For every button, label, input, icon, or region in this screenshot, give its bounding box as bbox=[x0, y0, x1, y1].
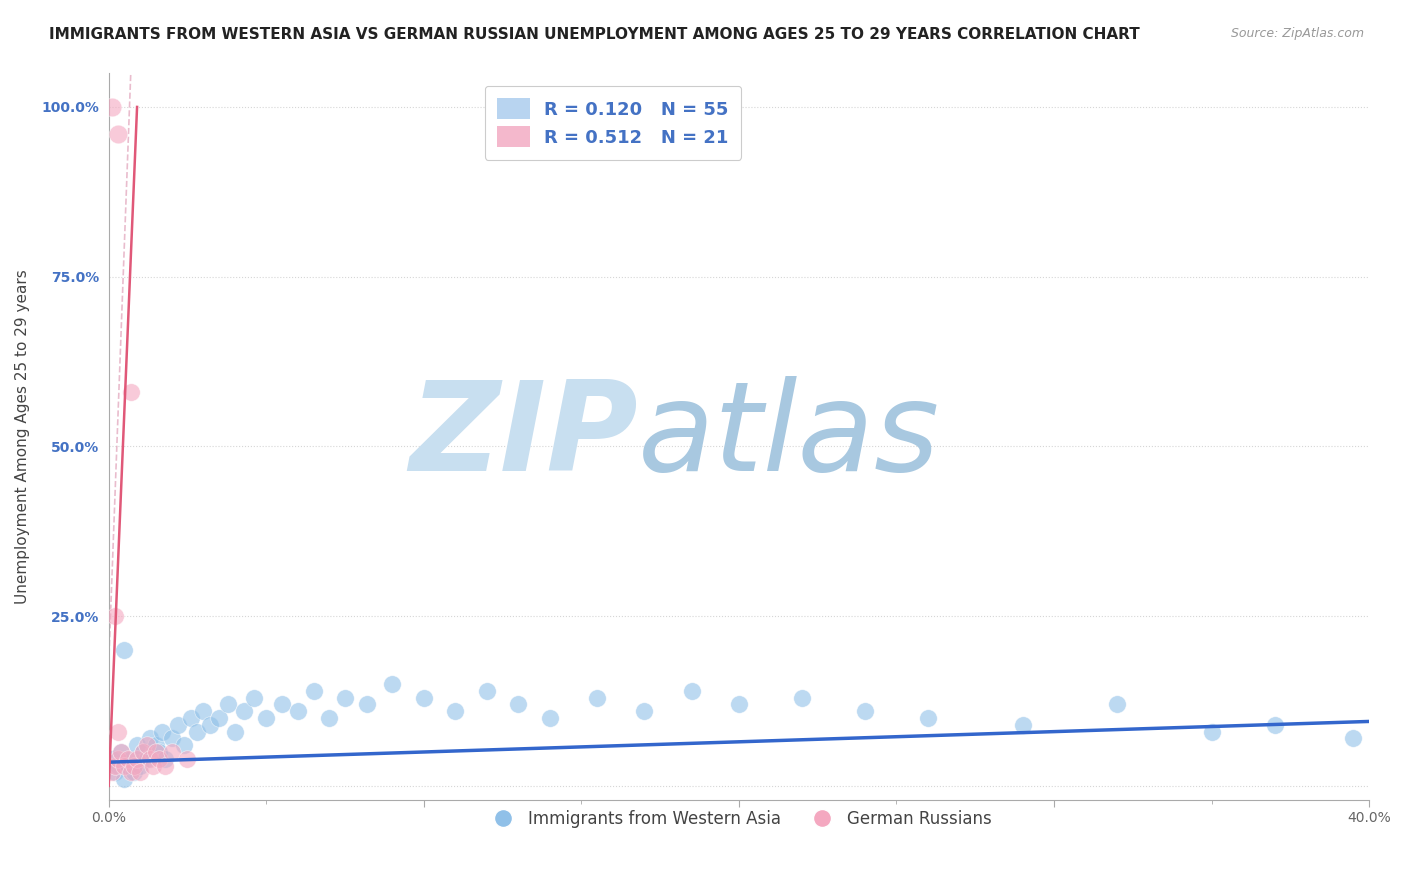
Point bbox=[790, 690, 813, 705]
Point bbox=[129, 758, 152, 772]
Point bbox=[155, 758, 177, 772]
Point bbox=[150, 724, 173, 739]
Point bbox=[287, 704, 309, 718]
Point bbox=[122, 758, 145, 772]
Point bbox=[176, 752, 198, 766]
Point bbox=[208, 711, 231, 725]
Point bbox=[538, 711, 561, 725]
Point bbox=[107, 752, 129, 766]
Point bbox=[107, 758, 129, 772]
Point bbox=[117, 758, 139, 772]
Point bbox=[193, 704, 215, 718]
Point bbox=[1343, 731, 1365, 746]
Point bbox=[381, 677, 404, 691]
Point bbox=[160, 731, 183, 746]
Point bbox=[271, 698, 294, 712]
Point bbox=[728, 698, 751, 712]
Point bbox=[1201, 724, 1223, 739]
Point bbox=[444, 704, 467, 718]
Point bbox=[508, 698, 530, 712]
Y-axis label: Unemployment Among Ages 25 to 29 years: Unemployment Among Ages 25 to 29 years bbox=[15, 268, 30, 604]
Point bbox=[101, 100, 124, 114]
Point bbox=[120, 752, 142, 766]
Point bbox=[135, 752, 157, 766]
Point bbox=[633, 704, 655, 718]
Text: Source: ZipAtlas.com: Source: ZipAtlas.com bbox=[1230, 27, 1364, 40]
Point bbox=[173, 738, 195, 752]
Point bbox=[104, 609, 127, 624]
Point bbox=[138, 731, 160, 746]
Text: IMMIGRANTS FROM WESTERN ASIA VS GERMAN RUSSIAN UNEMPLOYMENT AMONG AGES 25 TO 29 : IMMIGRANTS FROM WESTERN ASIA VS GERMAN R… bbox=[49, 27, 1140, 42]
Point bbox=[217, 698, 239, 712]
Legend: Immigrants from Western Asia, German Russians: Immigrants from Western Asia, German Rus… bbox=[479, 804, 998, 835]
Point bbox=[120, 765, 142, 780]
Point bbox=[122, 765, 145, 780]
Point bbox=[242, 690, 264, 705]
Point bbox=[110, 745, 132, 759]
Point bbox=[104, 765, 127, 780]
Point bbox=[135, 738, 157, 752]
Point bbox=[198, 718, 221, 732]
Point bbox=[129, 765, 152, 780]
Text: atlas: atlas bbox=[638, 376, 941, 497]
Point bbox=[475, 684, 498, 698]
Point bbox=[114, 758, 136, 772]
Point bbox=[318, 711, 340, 725]
Point bbox=[114, 772, 136, 786]
Point bbox=[853, 704, 876, 718]
Point bbox=[117, 752, 139, 766]
Point bbox=[132, 745, 155, 759]
Point bbox=[160, 745, 183, 759]
Point bbox=[101, 765, 124, 780]
Point bbox=[186, 724, 208, 739]
Point bbox=[586, 690, 609, 705]
Point bbox=[110, 745, 132, 759]
Point bbox=[917, 711, 939, 725]
Text: ZIP: ZIP bbox=[409, 376, 638, 497]
Point bbox=[107, 127, 129, 141]
Point bbox=[254, 711, 277, 725]
Point bbox=[1105, 698, 1128, 712]
Point bbox=[120, 385, 142, 400]
Point bbox=[148, 752, 170, 766]
Point bbox=[125, 738, 148, 752]
Point bbox=[1264, 718, 1286, 732]
Point bbox=[104, 758, 127, 772]
Point bbox=[333, 690, 356, 705]
Point bbox=[302, 684, 325, 698]
Point bbox=[356, 698, 378, 712]
Point bbox=[224, 724, 246, 739]
Point bbox=[145, 745, 167, 759]
Point bbox=[125, 752, 148, 766]
Point bbox=[148, 745, 170, 759]
Point bbox=[681, 684, 703, 698]
Point bbox=[167, 718, 190, 732]
Point bbox=[180, 711, 202, 725]
Point bbox=[412, 690, 434, 705]
Point bbox=[233, 704, 256, 718]
Point bbox=[138, 752, 160, 766]
Point bbox=[101, 752, 124, 766]
Point bbox=[114, 643, 136, 657]
Point bbox=[1011, 718, 1033, 732]
Point bbox=[107, 724, 129, 739]
Point bbox=[155, 752, 177, 766]
Point bbox=[142, 758, 165, 772]
Point bbox=[132, 745, 155, 759]
Point bbox=[145, 738, 167, 752]
